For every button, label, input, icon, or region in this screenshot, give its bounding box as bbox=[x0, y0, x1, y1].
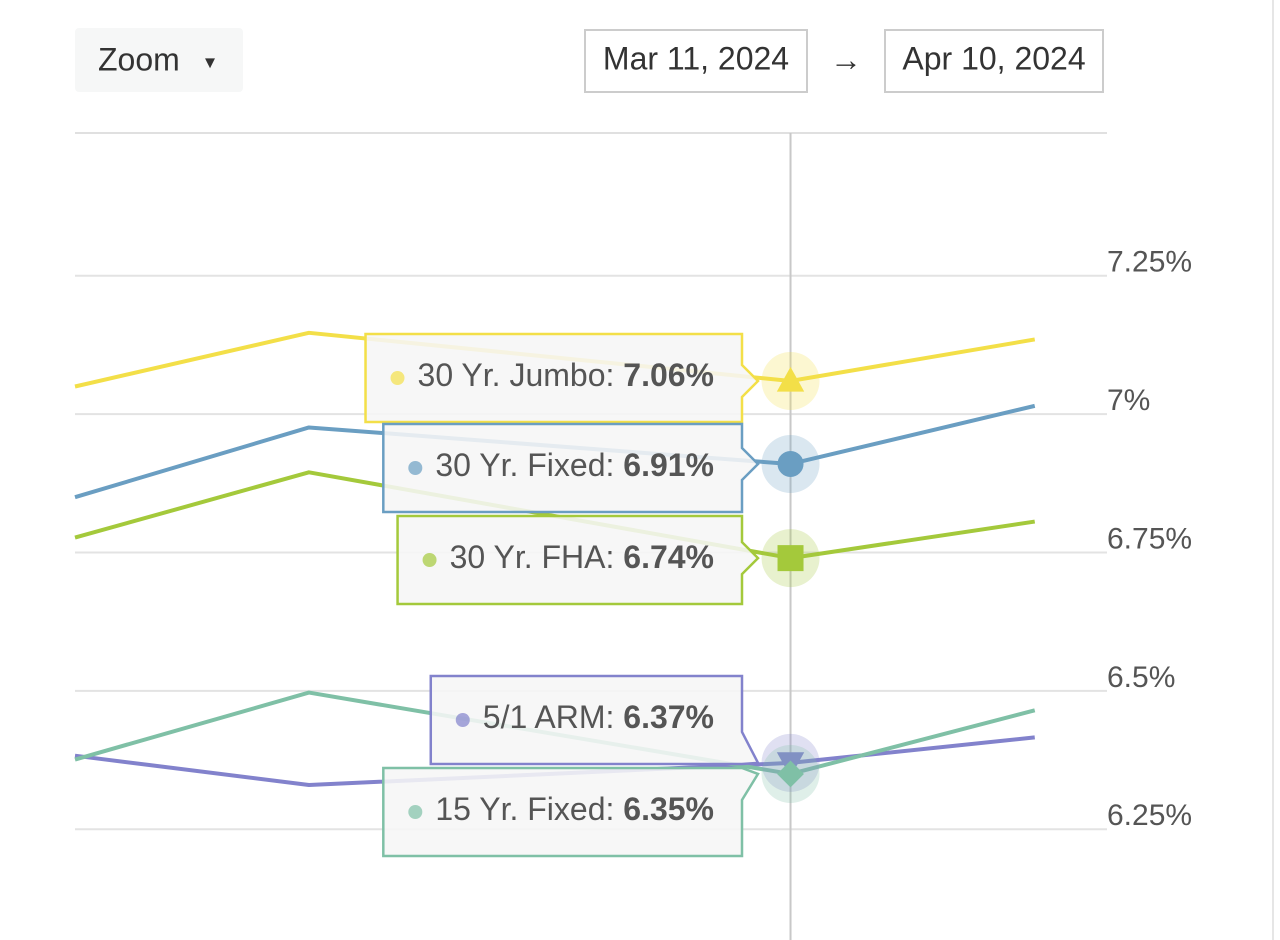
tooltip: 30 Yr. FHA: 6.74% bbox=[396, 514, 760, 606]
tooltip-dot bbox=[390, 371, 405, 385]
range-end-box[interactable] bbox=[884, 29, 1104, 93]
hover-marker bbox=[776, 366, 805, 392]
range-start-box[interactable] bbox=[584, 29, 808, 93]
name-separator: : bbox=[605, 539, 614, 575]
zoom-button[interactable] bbox=[75, 28, 243, 92]
series-name: 15 Yr. Fixed bbox=[435, 791, 605, 827]
tooltip-dot bbox=[408, 805, 423, 819]
tooltip-value: 6.37% bbox=[623, 699, 714, 735]
y-tick-label: 7.25% bbox=[1107, 246, 1192, 279]
tooltip: 15 Yr. Fixed: 6.35% bbox=[382, 766, 760, 858]
tooltip-dot bbox=[455, 713, 470, 727]
y-tick-label: 6.75% bbox=[1107, 522, 1192, 555]
tooltip-value: 6.91% bbox=[623, 447, 714, 483]
tooltip-text: 5/1 ARM: 6.37% bbox=[483, 699, 714, 735]
series-name: 30 Yr. Fixed bbox=[435, 447, 605, 483]
tooltip-value: 6.74% bbox=[623, 539, 714, 575]
tooltip-box bbox=[382, 422, 760, 514]
tooltip-box bbox=[396, 514, 760, 606]
tooltip-text: 15 Yr. Fixed: 6.35% bbox=[435, 791, 714, 827]
name-separator: : bbox=[605, 447, 614, 483]
tooltip-box bbox=[429, 674, 760, 766]
zoom-label[interactable]: Zoom bbox=[98, 41, 180, 77]
range-end[interactable]: Apr 10, 2024 bbox=[902, 40, 1085, 76]
range-arrow: → bbox=[830, 41, 862, 77]
tooltip-dot bbox=[408, 461, 423, 475]
y-tick-label: 6.25% bbox=[1107, 799, 1192, 832]
zoom-caret[interactable]: ▾ bbox=[205, 51, 215, 73]
tooltip-text: 30 Yr. Jumbo: 7.06% bbox=[418, 357, 714, 393]
series-name: 5/1 ARM bbox=[483, 699, 606, 735]
tooltip: 5/1 ARM: 6.37% bbox=[429, 674, 760, 766]
hover-marker bbox=[777, 545, 804, 572]
hover-markers bbox=[761, 351, 820, 803]
tooltip-box bbox=[364, 332, 760, 424]
name-separator: : bbox=[605, 699, 614, 735]
tooltip: 30 Yr. Fixed: 6.91% bbox=[382, 422, 760, 514]
tooltip-text: 30 Yr. FHA: 6.74% bbox=[450, 539, 714, 575]
tooltip-value: 6.35% bbox=[623, 791, 714, 827]
name-separator: : bbox=[605, 791, 614, 827]
tooltip-dot bbox=[422, 553, 437, 567]
hover-marker bbox=[777, 450, 804, 477]
tooltip: 30 Yr. Jumbo: 7.06% bbox=[364, 332, 760, 424]
hover-marker bbox=[777, 760, 804, 788]
range-start[interactable]: Mar 11, 2024 bbox=[603, 40, 789, 76]
tooltip-text: 30 Yr. Fixed: 6.91% bbox=[435, 447, 714, 483]
tooltip-box bbox=[382, 766, 760, 858]
name-separator: : bbox=[605, 357, 614, 393]
tooltip-value: 7.06% bbox=[623, 357, 714, 393]
tooltips: 30 Yr. Jumbo: 7.06%30 Yr. Fixed: 6.91%30… bbox=[364, 332, 760, 858]
y-tick-label: 7% bbox=[1107, 384, 1150, 417]
series-name: 30 Yr. FHA bbox=[450, 539, 607, 575]
series-name: 30 Yr. Jumbo bbox=[418, 357, 606, 393]
y-tick-label: 6.5% bbox=[1107, 661, 1175, 694]
